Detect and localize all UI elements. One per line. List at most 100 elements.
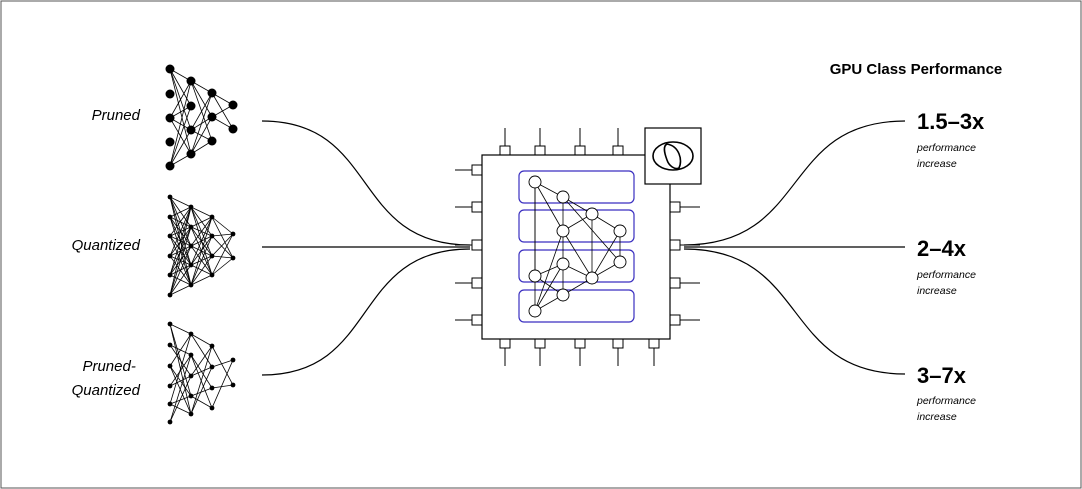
chip-pin-pad	[648, 338, 660, 349]
net-node	[228, 124, 238, 134]
chip-pin-pad	[534, 338, 546, 349]
logo-icon	[652, 141, 694, 171]
net-node	[188, 243, 194, 249]
result-caption-3-line-1: performance	[916, 395, 976, 407]
net-edge	[211, 255, 234, 259]
net-node	[188, 331, 194, 337]
performance-header: GPU Class Performance	[830, 61, 1003, 78]
net-edge	[169, 206, 192, 218]
input-connectors	[261, 120, 471, 376]
net-edge	[169, 264, 192, 296]
net-edge	[169, 365, 192, 415]
net-node	[188, 411, 194, 417]
result-value-3: 3–7x	[917, 363, 967, 388]
net-node	[230, 357, 236, 363]
net-edge	[169, 105, 192, 167]
net-node	[209, 343, 215, 349]
chip-badge	[644, 127, 702, 185]
chip-pin-pad	[471, 201, 483, 213]
net-edge	[190, 366, 213, 415]
net-edge	[211, 216, 234, 259]
chip-inner-node	[528, 175, 542, 189]
net-edge	[190, 333, 213, 347]
chip-inner-node	[556, 190, 570, 204]
net-edge	[169, 245, 192, 296]
net-node	[188, 373, 194, 379]
result-value-2: 2–4x	[917, 236, 967, 261]
chip-inner-node	[613, 255, 627, 269]
net-edge	[190, 274, 213, 286]
chip-pin-pad	[471, 277, 483, 289]
net-edge	[190, 255, 213, 286]
net-node	[165, 137, 175, 147]
chip-pin-pad	[612, 338, 624, 349]
net-edge	[169, 395, 192, 405]
net-node	[188, 262, 194, 268]
net-node	[188, 204, 194, 210]
net-node	[207, 136, 217, 146]
chip-inner-edge	[591, 230, 621, 279]
connector-pruned-quantized	[261, 248, 471, 376]
label-pruned-quantized-line-2: Quantized	[72, 382, 141, 399]
net-edge	[169, 375, 192, 387]
net-edge	[190, 395, 213, 409]
net-edge	[169, 80, 192, 167]
net-edge	[169, 226, 192, 296]
chip-inner-node	[613, 224, 627, 238]
net-node	[209, 233, 215, 239]
net-edge	[190, 92, 213, 131]
net-node	[209, 253, 215, 259]
chip-pin-pad	[669, 314, 681, 326]
net-edge	[190, 116, 213, 155]
net-node	[209, 272, 215, 278]
net-edge	[169, 68, 192, 107]
net-edge	[169, 375, 192, 423]
chip-inner-edge	[534, 230, 564, 312]
net-node	[167, 292, 173, 298]
net-node	[186, 76, 196, 86]
net-edge	[190, 345, 213, 415]
chip-pin-pad	[471, 164, 483, 176]
chip-pin-pad	[499, 145, 511, 156]
result-caption-1-line-2: increase	[917, 158, 957, 170]
chip-inner-node	[556, 257, 570, 271]
net-edge	[169, 284, 192, 296]
net-edge	[169, 403, 192, 415]
net-edge	[211, 359, 234, 368]
net-node	[165, 161, 175, 171]
net-edge	[190, 333, 213, 368]
net-node	[167, 321, 173, 327]
net-edge	[211, 216, 234, 235]
net-node	[167, 401, 173, 407]
net-edge	[190, 216, 213, 266]
chip-inner-node	[528, 304, 542, 318]
chip-inner-edge	[562, 230, 593, 279]
quantized-network-graphic	[167, 194, 236, 298]
result-caption-2-line-1: performance	[916, 269, 976, 281]
chip-pin-pad	[471, 239, 483, 251]
net-edge	[169, 68, 192, 155]
net-edge	[190, 345, 213, 377]
label-pruned-quantized-line-1: Pruned-	[82, 358, 135, 375]
net-node	[165, 64, 175, 74]
net-edge	[169, 323, 192, 335]
net-edge	[190, 216, 213, 228]
net-node	[167, 342, 173, 348]
label-pruned-line: Pruned	[92, 107, 141, 124]
net-node	[188, 224, 194, 230]
net-node	[188, 282, 194, 288]
chip-layer-band	[518, 170, 635, 204]
net-node	[186, 149, 196, 159]
net-edge	[169, 333, 192, 405]
label-pruned-quantized: Pruned- Quantized	[72, 358, 141, 399]
chip-inner-network	[518, 170, 635, 323]
net-node	[167, 214, 173, 220]
chip-inner-edge	[534, 181, 564, 232]
chip-inner-node	[585, 207, 599, 221]
chip-pin-pad	[574, 338, 586, 349]
net-node	[207, 112, 217, 122]
net-node	[165, 89, 175, 99]
net-edge	[190, 387, 213, 397]
